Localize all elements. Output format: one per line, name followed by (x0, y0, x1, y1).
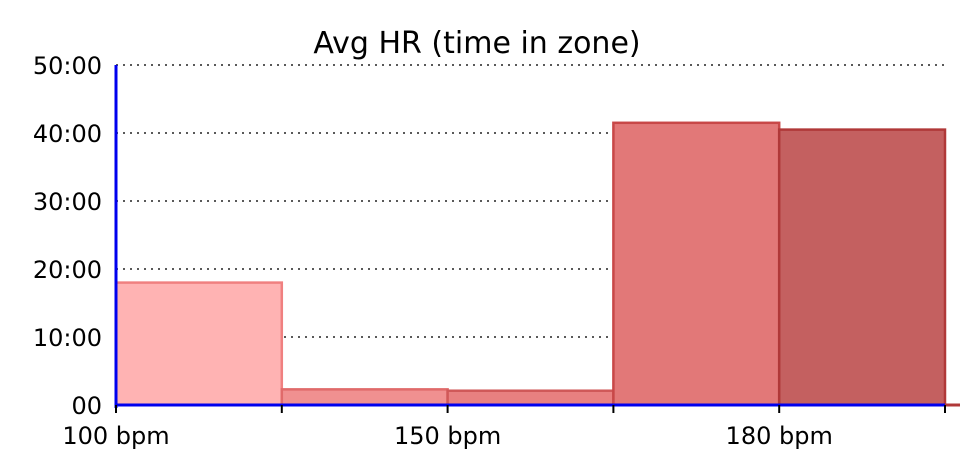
x-tick-label-1: 150 bpm (394, 422, 501, 450)
x-tick-labels: 100 bpm 150 bpm 180 bpm (62, 422, 832, 450)
gridlines (116, 64, 945, 338)
y-tick-label-2: 20:00 (33, 256, 102, 284)
bars (114, 121, 947, 407)
axes (114, 65, 960, 413)
y-tick-label-3: 30:00 (33, 188, 102, 216)
chart-title: Avg HR (time in zone) (313, 26, 640, 61)
x-tick-label-0: 100 bpm (62, 422, 169, 450)
bar-1 (280, 388, 449, 407)
bar-4 (777, 128, 947, 407)
bar-0 (114, 281, 284, 407)
y-tick-label-5: 50:00 (33, 52, 102, 80)
y-tick-label-1: 10:00 (33, 324, 102, 352)
bar-2 (446, 389, 615, 407)
y-tick-labels: 00 10:00 20:00 30:00 40:00 50:00 (33, 52, 102, 420)
y-tick-label-4: 40:00 (33, 120, 102, 148)
y-tick-label-0: 00 (71, 392, 102, 420)
x-tick-label-2: 180 bpm (726, 422, 833, 450)
bar-3 (612, 121, 781, 407)
